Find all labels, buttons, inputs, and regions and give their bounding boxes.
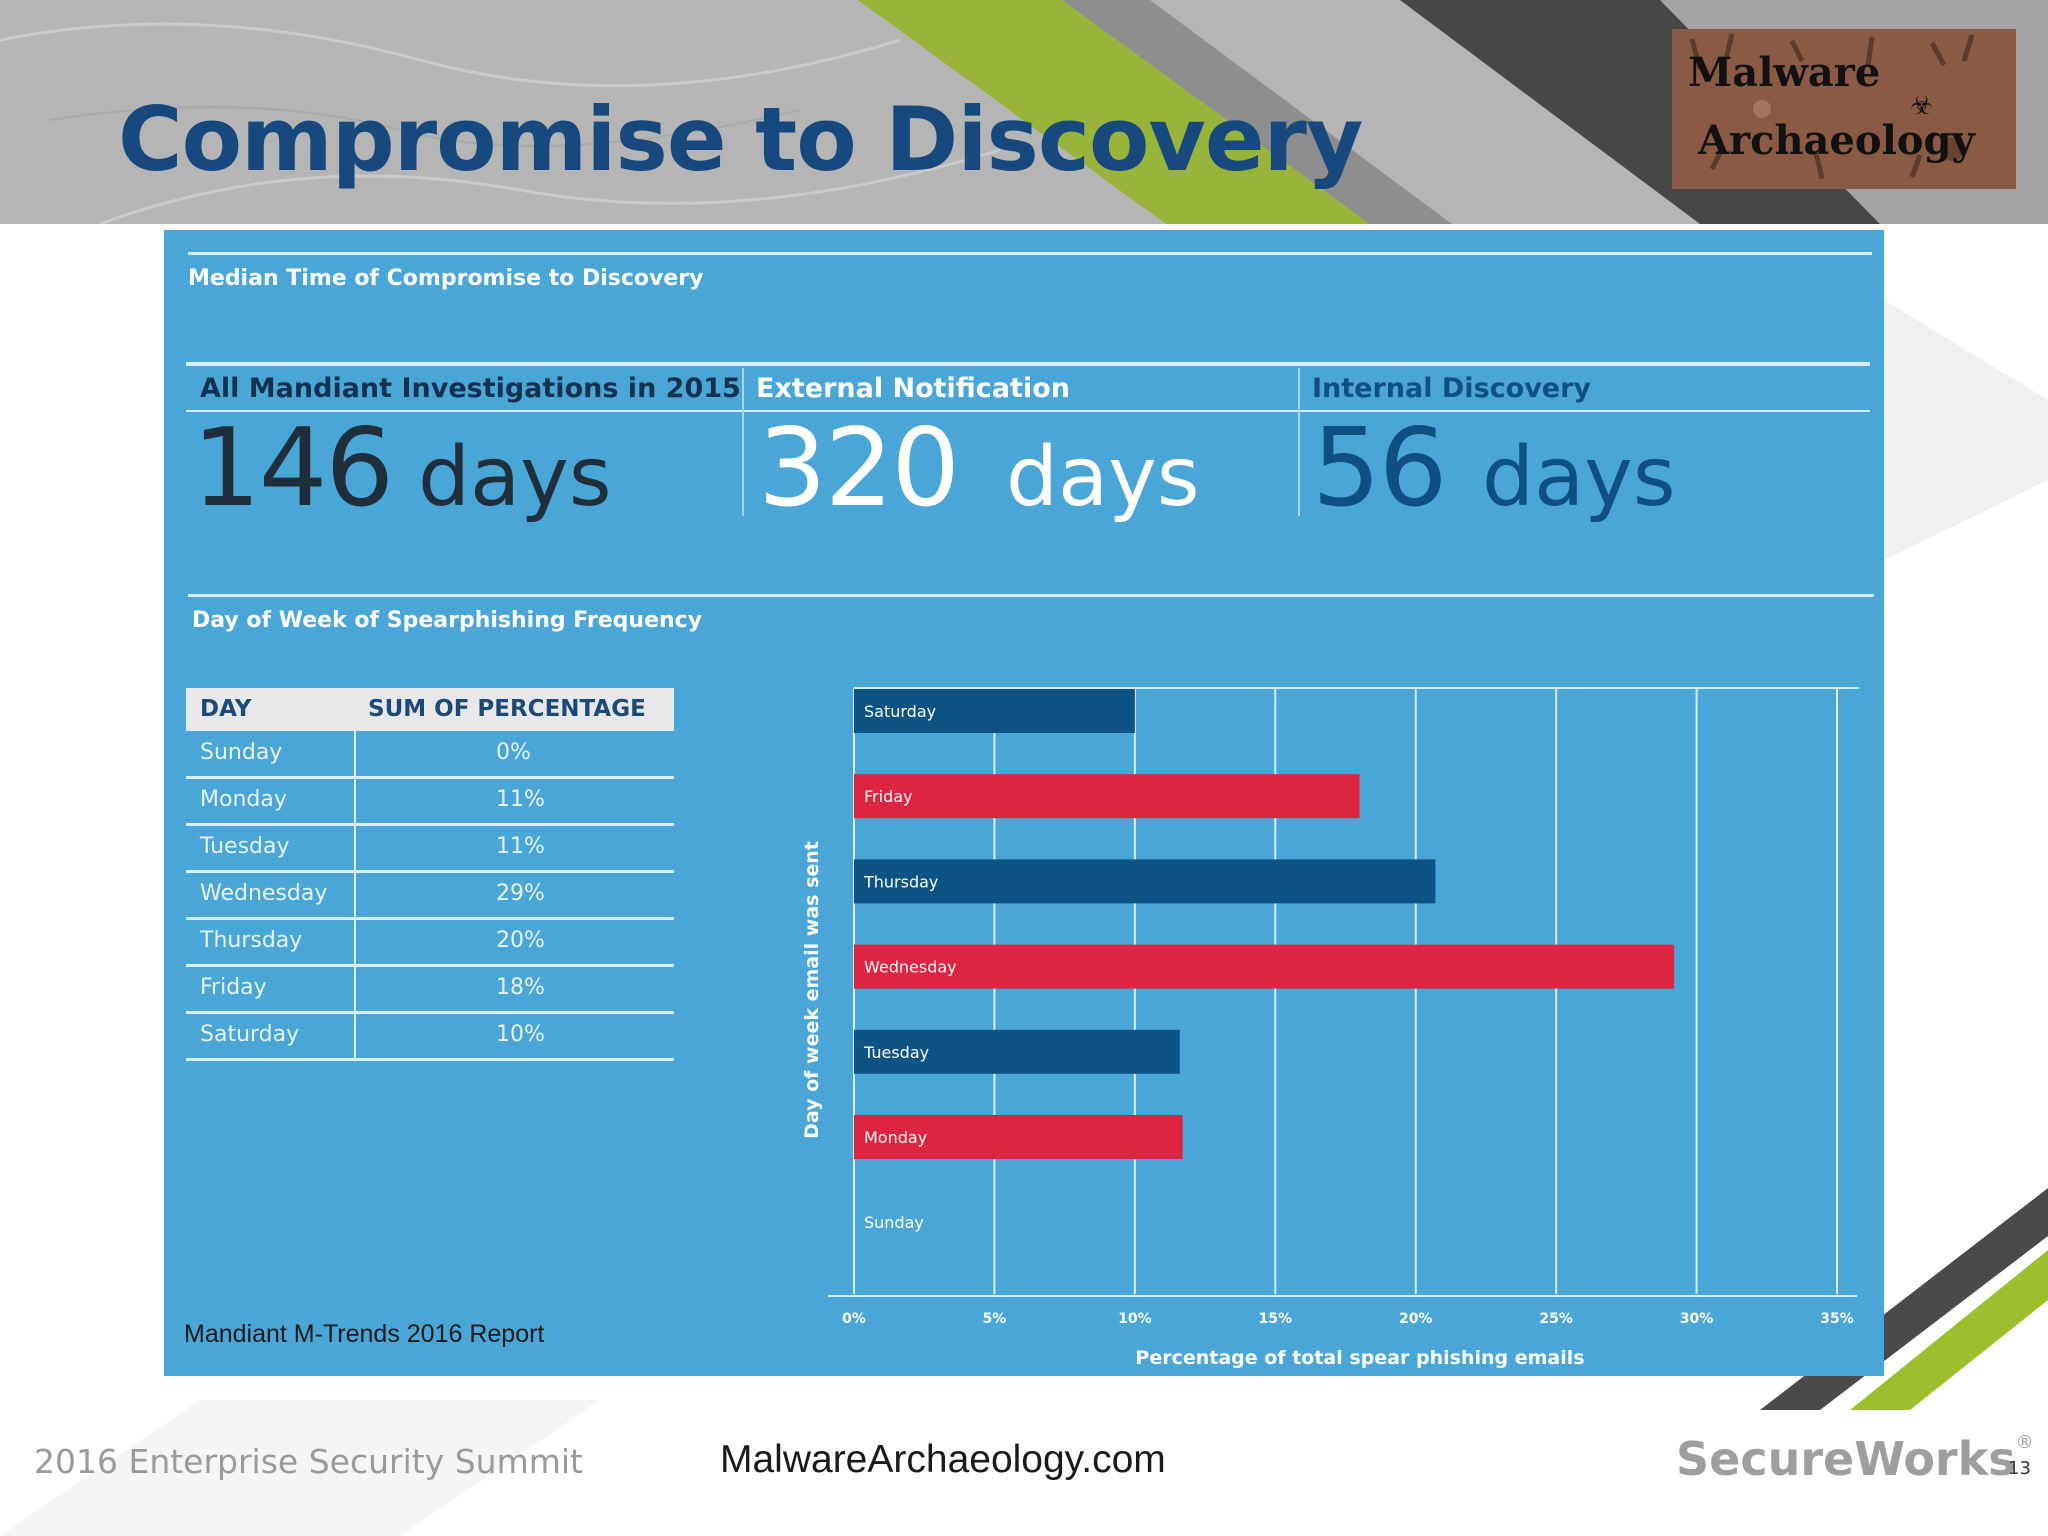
- stat-number-all: 146: [192, 406, 394, 531]
- stats-head-rule: [186, 410, 1870, 412]
- table-row-divider: [186, 1058, 674, 1061]
- x-tick-label: 10%: [1118, 1311, 1152, 1327]
- stats-top-rule: [186, 362, 1870, 366]
- stat-label-external: External Notification: [756, 373, 1070, 404]
- bar-label: Tuesday: [863, 1043, 929, 1062]
- page-number: 13: [2008, 1458, 2031, 1479]
- website-link[interactable]: MalwareArchaeology.com: [720, 1438, 1166, 1481]
- table-cell-percentage: 11%: [496, 787, 545, 812]
- x-axis-label: Percentage of total spear phishing email…: [1135, 1347, 1584, 1369]
- x-tick-label: 30%: [1680, 1311, 1714, 1327]
- table-cell-percentage: 18%: [496, 975, 545, 1000]
- secureworks-logo: SecureWorks®: [1676, 1432, 2034, 1486]
- x-tick-label: 0%: [842, 1311, 866, 1327]
- logo-text-line1: Malware: [1688, 49, 1881, 96]
- stat-unit-internal: days: [1482, 430, 1676, 525]
- bar-label: Friday: [864, 787, 913, 806]
- column-header-day: DAY: [200, 696, 252, 722]
- x-tick-label: 20%: [1399, 1311, 1433, 1327]
- biohazard-icon: ☣: [1910, 91, 1934, 121]
- column-header-percentage: SUM OF PERCENTAGE: [368, 696, 646, 722]
- chart-bar: [854, 774, 1360, 819]
- chart-bar: [854, 689, 1135, 733]
- chart-bar: [854, 944, 1675, 989]
- bar-label: Saturday: [864, 702, 936, 721]
- bar-label: Sunday: [864, 1213, 924, 1232]
- section-rule: [188, 252, 1872, 255]
- table-cell-day: Tuesday: [200, 834, 290, 859]
- bar-label: Monday: [864, 1128, 927, 1147]
- table-cell-day: Saturday: [200, 1022, 300, 1047]
- source-citation: Mandiant M-Trends 2016 Report: [184, 1320, 545, 1348]
- registered-mark: ®: [2015, 1432, 2034, 1453]
- stat-unit-external: days: [1006, 430, 1200, 525]
- malware-archaeology-logo: Malware ☣ Archaeology: [1672, 29, 2016, 189]
- stat-label-internal: Internal Discovery: [1312, 373, 1592, 404]
- table-cell-percentage: 10%: [496, 1022, 545, 1047]
- x-tick-label: 5%: [983, 1311, 1007, 1327]
- spearphishing-title: Day of Week of Spearphishing Frequency: [192, 608, 703, 633]
- table-cell-percentage: 11%: [496, 834, 545, 859]
- table-cell-percentage: 0%: [496, 740, 531, 765]
- stats-separator: [742, 368, 744, 516]
- slide-header: Compromise to Discovery Malware ☣ Archae…: [0, 0, 2048, 224]
- median-time-title: Median Time of Compromise to Discovery: [188, 266, 704, 291]
- bar-label: Thursday: [863, 872, 938, 891]
- stat-label-all: All Mandiant Investigations in 2015: [200, 373, 741, 404]
- event-name: 2016 Enterprise Security Summit: [34, 1442, 583, 1481]
- bar-label: Wednesday: [864, 958, 957, 977]
- table-cell-day: Sunday: [200, 740, 283, 765]
- chart-bar: [854, 1115, 1183, 1159]
- table-cell-day: Friday: [200, 975, 267, 1000]
- table-cell-day: Monday: [200, 787, 287, 812]
- x-tick-label: 25%: [1539, 1311, 1573, 1327]
- spearphishing-bar-chart: 0% 5% 10% 15% 20% 25% 30% 35% Saturday Friday Thur…: [801, 687, 1859, 1369]
- table-cell-day: Thursday: [200, 928, 303, 953]
- x-tick-label: 15%: [1259, 1311, 1293, 1327]
- table-row-divider: [186, 1011, 674, 1014]
- table-row-divider: [186, 776, 674, 779]
- table-row-divider: [186, 964, 674, 967]
- table-cell-percentage: 29%: [496, 881, 545, 906]
- section-rule: [188, 594, 1874, 597]
- table-cell-percentage: 20%: [496, 928, 545, 953]
- logo-texture: [1672, 29, 2016, 189]
- stat-number-internal: 56: [1312, 406, 1447, 531]
- slide-title: Compromise to Discovery: [118, 88, 1363, 191]
- stat-number-external: 320: [758, 406, 960, 531]
- brand-name: SecureWorks: [1676, 1432, 2016, 1486]
- table-row-divider: [186, 917, 674, 920]
- x-tick-label: 35%: [1820, 1311, 1854, 1327]
- table-row-divider: [186, 823, 674, 826]
- table-column-divider: [354, 731, 356, 1059]
- report-panel: Median Time of Compromise to Discovery A…: [164, 230, 1884, 1376]
- table-cell-day: Wednesday: [200, 881, 328, 906]
- logo-text-line2: Archaeology: [1698, 117, 1975, 164]
- stats-separator: [1298, 368, 1300, 516]
- chart-bar: [854, 1029, 1180, 1074]
- table-row-divider: [186, 870, 674, 873]
- y-axis-label: Day of week email was sent: [801, 841, 823, 1139]
- chart-bar: [854, 859, 1436, 904]
- table-header: DAY SUM OF PERCENTAGE: [186, 688, 674, 731]
- stat-unit-all: days: [418, 430, 612, 525]
